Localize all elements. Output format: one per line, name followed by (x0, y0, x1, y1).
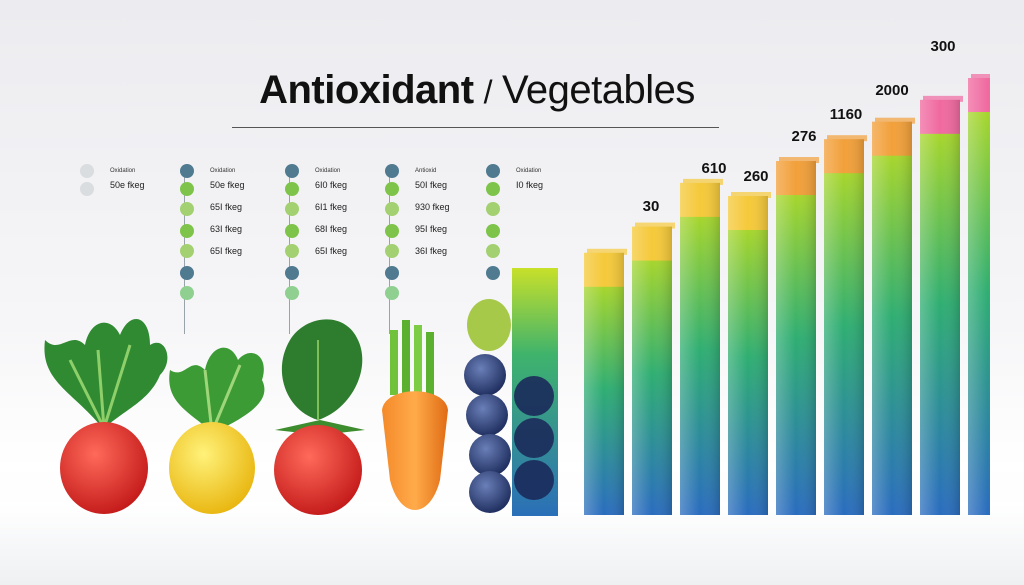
legend-dot (486, 244, 500, 258)
legend-dot (285, 164, 299, 178)
kale-leaves (44, 318, 168, 429)
bar-cap (827, 135, 867, 142)
strawberry-2 (274, 425, 362, 515)
legend-dot (180, 182, 194, 196)
legend-row: 36I fkeg (415, 246, 448, 256)
legend-row: 930 fkeg (415, 202, 450, 212)
legend-dot (180, 224, 194, 238)
bar-cap (635, 222, 675, 229)
lemon (169, 422, 255, 514)
legend-dot (385, 286, 399, 300)
legend-dot (385, 266, 399, 280)
legend-dot (80, 182, 94, 196)
value-label: 260 (743, 168, 769, 185)
legend-dot (285, 182, 299, 196)
legend-dot (180, 202, 194, 216)
legend-dot (385, 244, 399, 258)
strawberry-1 (60, 422, 148, 514)
bar-shade (632, 226, 672, 515)
legend-dot (486, 202, 500, 216)
bar-cap (587, 248, 627, 255)
title-part-b: Vegetables (501, 68, 695, 112)
legend-dot (385, 182, 399, 196)
blueberries (464, 299, 511, 513)
legend-row: 65I fkeg (315, 246, 348, 256)
bar-group (584, 74, 990, 516)
legend-dot (486, 224, 500, 238)
chart-title: Antioxidant / Vegetables (232, 68, 722, 113)
value-label: 1160 (829, 106, 863, 123)
value-label: 2000 (875, 82, 909, 99)
bar-shade (776, 161, 816, 515)
bar-cap (731, 191, 771, 198)
bar-shade (968, 78, 990, 515)
legend-row: I0 fkeg (516, 180, 544, 190)
bar-shade (872, 121, 912, 515)
legend-row: 68I fkeg (315, 224, 348, 234)
legend-dot (285, 224, 299, 238)
bar-cap (683, 178, 723, 185)
legend-dot (285, 202, 299, 216)
legend-col-5: Oxidation I0 fkeg (486, 160, 582, 310)
bar-cap (923, 95, 963, 102)
legend-dot (180, 286, 194, 300)
bar-shade (680, 182, 720, 515)
bar-cap (779, 157, 819, 164)
bar-shade (584, 252, 624, 516)
title-separator: / (483, 74, 493, 110)
spinach-leaf (275, 319, 365, 435)
legend-row: 6I1 fkeg (315, 202, 348, 212)
legend-dot (486, 164, 500, 178)
legend-dot (385, 164, 399, 178)
value-label: 610 (701, 160, 727, 177)
legend-row: 63I fkeg (210, 224, 243, 234)
legend-dot (385, 224, 399, 238)
legend-dot (180, 244, 194, 258)
legend-heading: Oxidation (110, 168, 136, 174)
legend-row: 65I fkeg (210, 246, 243, 256)
legend-dot (486, 182, 500, 196)
bar-shade (728, 195, 768, 516)
title-part-a: Antioxidant (259, 68, 474, 112)
legend-dot (285, 266, 299, 280)
lemon-greens (169, 347, 265, 433)
legend-row: 95I fkeg (415, 224, 448, 234)
legend-col-3: Oxidation 6I0 fkeg 6I1 fkeg 68I fkeg 65I… (285, 160, 381, 334)
carrot-greens (390, 320, 434, 395)
legend-row: 50e fkeg (210, 180, 245, 190)
value-label: 276 (791, 128, 817, 145)
bar-shade (824, 139, 864, 515)
legend-col-2: Oxidation 50e fkeg 65I fkeg 63I fkeg 65I… (180, 160, 276, 334)
bar-cap (971, 74, 990, 80)
legend-dot (180, 164, 194, 178)
legend-heading: Oxidation (315, 168, 341, 174)
legend-dot (285, 286, 299, 300)
value-label: 30 (642, 198, 660, 215)
produce-illustrations (44, 299, 511, 515)
legend-heading: Oxidation (516, 168, 542, 174)
legend-row: 65I fkeg (210, 202, 243, 212)
bar-cap (875, 117, 915, 124)
carrot (382, 391, 448, 510)
legend-col-1: Oxidation 50e fkeg (80, 160, 176, 310)
bar-shade (920, 99, 960, 515)
legend-heading: Antioxid (415, 168, 437, 174)
legend-dot (486, 266, 500, 280)
legend-dot (285, 244, 299, 258)
bar-chart (584, 74, 990, 516)
legend-row: 6I0 fkeg (315, 180, 348, 190)
produce-bar (512, 268, 558, 516)
value-label: 300 (930, 38, 956, 55)
legend-col-4: Antioxid 50I fkeg 930 fkeg 95I fkeg 36I … (385, 160, 481, 334)
legend-dot (385, 202, 399, 216)
legend-row: 50I fkeg (415, 180, 448, 190)
legend-dot (80, 164, 94, 178)
legend-heading: Oxidation (210, 168, 236, 174)
legend-dot (180, 266, 194, 280)
legend-row: 50e fkeg (110, 180, 145, 190)
title-rule (232, 127, 719, 128)
